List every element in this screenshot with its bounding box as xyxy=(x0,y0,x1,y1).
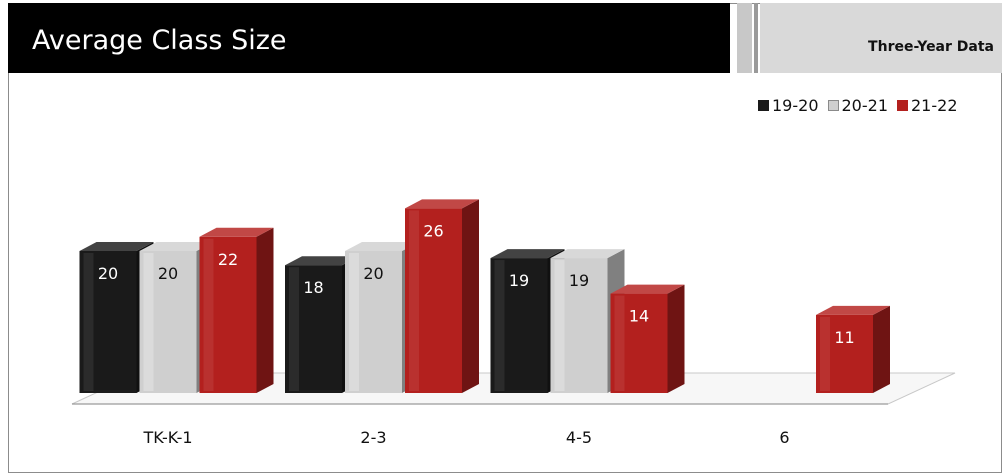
data-label: 19 xyxy=(509,271,529,290)
legend-swatch xyxy=(827,100,839,111)
bar-top xyxy=(405,199,479,209)
bar-top xyxy=(139,242,214,251)
bar-front xyxy=(610,293,668,393)
legend-item: 21-22 xyxy=(897,96,958,115)
legend-label: 20-21 xyxy=(841,96,889,115)
x-tick-label: 2-3 xyxy=(360,428,386,447)
bar-highlight xyxy=(820,316,830,391)
legend-label: 21-22 xyxy=(911,96,958,115)
bar-highlight xyxy=(554,260,565,391)
bar-top xyxy=(345,242,419,251)
bar-21-22-2-3: 26 xyxy=(405,199,479,393)
bar-side xyxy=(873,305,890,393)
legend-item: 20-21 xyxy=(827,96,889,115)
bar-top xyxy=(610,284,685,294)
bar-top xyxy=(199,227,274,237)
bar-21-22-4-5: 14 xyxy=(610,284,685,393)
title-bar: Average Class Size xyxy=(8,3,730,73)
bar-highlight xyxy=(614,295,625,391)
data-label: 20 xyxy=(98,264,118,283)
bar-highlight xyxy=(83,253,94,391)
bar-front xyxy=(79,251,137,393)
bar-highlight xyxy=(203,238,214,391)
data-label: 19 xyxy=(569,271,589,290)
bar-top xyxy=(490,249,565,259)
bar-side xyxy=(462,199,479,393)
data-label: 18 xyxy=(303,278,323,297)
legend-swatch xyxy=(758,100,769,111)
bar-front xyxy=(285,265,342,393)
bar-top xyxy=(816,305,890,315)
bar-front xyxy=(550,258,608,393)
data-label: 26 xyxy=(423,221,443,240)
bar-highlight xyxy=(349,253,359,391)
legend-label: 19-20 xyxy=(772,96,819,115)
data-label: 14 xyxy=(629,307,649,326)
bar-top xyxy=(285,256,359,266)
bar-highlight xyxy=(289,267,299,391)
x-tick-label: 4-5 xyxy=(566,428,592,447)
data-label: 20 xyxy=(363,264,383,283)
bar-front xyxy=(405,208,462,393)
page-title: Average Class Size xyxy=(32,25,287,56)
page-subtitle: Three-Year Data xyxy=(868,39,994,55)
bar-side xyxy=(667,284,685,393)
header-divider-thin xyxy=(754,3,758,73)
bar-front xyxy=(345,251,402,393)
x-tick-label: TK-K-1 xyxy=(142,428,192,447)
bar-front xyxy=(490,258,548,393)
legend-item: 19-20 xyxy=(758,96,819,115)
bar-front xyxy=(139,251,197,393)
subtitle-bar: Three-Year Data xyxy=(760,3,1002,73)
bar-highlight xyxy=(143,253,154,391)
header-divider xyxy=(737,3,752,73)
data-label: 20 xyxy=(158,264,178,283)
chart-legend: 19-20 20-21 21-22 xyxy=(758,96,958,115)
data-label: 11 xyxy=(834,328,854,347)
bar-21-22-6: 11 xyxy=(816,305,890,393)
x-tick-label: 6 xyxy=(779,428,789,447)
bar-top xyxy=(550,249,625,259)
bar-21-22-TK-K-1: 22 xyxy=(199,227,274,393)
bar-highlight xyxy=(494,260,505,391)
bar-top xyxy=(79,242,154,251)
legend-swatch xyxy=(897,100,908,111)
bar-front xyxy=(816,314,873,393)
data-label: 22 xyxy=(218,250,238,269)
bar-front xyxy=(199,236,257,393)
bar-side xyxy=(256,227,274,393)
bar-highlight xyxy=(409,210,419,391)
